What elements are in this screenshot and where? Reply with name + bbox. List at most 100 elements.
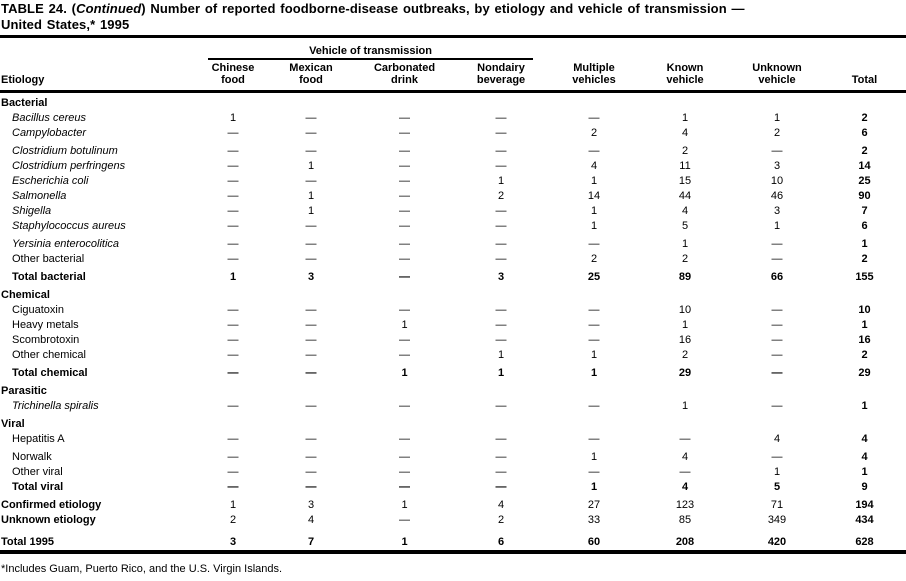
- cell-value: —: [495, 127, 507, 139]
- row-label: Other viral: [12, 466, 63, 478]
- row-label: Ciguatoxin: [12, 304, 64, 316]
- cell-value: —: [399, 190, 410, 202]
- row-label: Scombrotoxin: [12, 334, 80, 346]
- cell-value: 434: [855, 514, 874, 526]
- cell-value: 2: [590, 127, 598, 139]
- cell-value: [639, 92, 731, 112]
- cell-value: 10: [858, 304, 871, 316]
- cell-value: [549, 285, 639, 303]
- bottom-rule: [0, 550, 906, 554]
- column-header-known-vehicle: Known vehicle: [639, 60, 731, 93]
- cell-value: 46: [770, 190, 784, 202]
- column-header-unknown-vehicle: Unknown vehicle: [731, 60, 823, 93]
- row-label: Confirmed etiology: [1, 499, 102, 511]
- cell-value: 1: [229, 112, 237, 124]
- cell-value: [356, 381, 453, 399]
- cell-value: —: [588, 112, 600, 124]
- cell-value: [200, 381, 266, 399]
- cell-value: [356, 92, 453, 112]
- cell-value: —: [305, 304, 317, 316]
- cell-value: —: [399, 334, 410, 346]
- cell-value: 4: [681, 205, 689, 217]
- cell-value: —: [495, 205, 507, 217]
- cell-value: 1: [773, 112, 781, 124]
- cell-value: —: [227, 205, 239, 217]
- cell-value: —: [771, 238, 783, 250]
- cell-value: —: [495, 160, 507, 172]
- cell-value: 60: [587, 536, 601, 548]
- cell-value: 1: [401, 536, 408, 548]
- cell-value: —: [399, 466, 410, 478]
- cell-value: 4: [497, 499, 505, 511]
- cell-value: —: [495, 304, 507, 316]
- cell-value: 16: [858, 334, 871, 346]
- cell-value: [266, 414, 356, 432]
- cell-value: —: [399, 127, 410, 139]
- column-header-nondairy-beverage: Nondairy beverage: [453, 60, 549, 93]
- cell-value: —: [399, 349, 410, 361]
- cell-value: 4: [590, 160, 598, 172]
- row-label: Parasitic: [1, 385, 47, 397]
- cell-value: —: [399, 451, 410, 463]
- cell-value: 628: [855, 536, 874, 548]
- cell-value: 1: [773, 220, 781, 232]
- cell-value: 1: [401, 367, 408, 379]
- cell-value: —: [495, 145, 507, 157]
- cell-value: —: [771, 367, 783, 379]
- cell-value: 3: [497, 271, 505, 283]
- cell-value: —: [399, 238, 410, 250]
- title-continued: Continued: [76, 1, 142, 16]
- table-row: Bacillus cereus 1 — — — — 1 1 2: [0, 111, 906, 126]
- cell-value: 2: [773, 127, 781, 139]
- cell-value: [200, 285, 266, 303]
- table-row: Total 1995 3 7 1 6 60 208 420 628: [0, 528, 906, 550]
- cell-value: 11: [679, 160, 691, 172]
- cell-value: —: [495, 319, 507, 331]
- cell-value: —: [679, 466, 691, 478]
- cell-value: 2: [861, 145, 868, 157]
- cell-value: 4: [681, 451, 689, 463]
- footnote: *Includes Guam, Puerto Rico, and the U.S…: [1, 563, 283, 575]
- cell-value: 10: [678, 304, 692, 316]
- row-label: Total bacterial: [12, 271, 86, 283]
- cell-value: —: [771, 451, 783, 463]
- table-row: Escherichia coli — — — 1 1 15 10 25: [0, 174, 906, 189]
- table-row: Salmonella — 1 — 2 14 44 46 90: [0, 189, 906, 204]
- cell-value: —: [399, 160, 410, 172]
- cell-value: —: [495, 334, 507, 346]
- cell-value: 2: [681, 349, 689, 361]
- cell-value: —: [771, 304, 783, 316]
- table-row: Total chemical — — 1 1 1 29 — 29: [0, 363, 906, 381]
- cell-value: —: [305, 238, 317, 250]
- cell-value: 2: [229, 514, 237, 526]
- cell-value: 66: [770, 271, 784, 283]
- cell-value: —: [305, 220, 317, 232]
- cell-value: —: [227, 481, 239, 493]
- table-row: Clostridium perfringens — 1 — — 4 11 3 14: [0, 159, 906, 174]
- cell-value: —: [305, 433, 317, 445]
- cell-value: —: [227, 238, 239, 250]
- cell-value: —: [771, 400, 783, 412]
- vehicle-of-transmission-label: Vehicle of transmission: [309, 45, 432, 57]
- cell-value: —: [399, 514, 410, 526]
- cell-value: [453, 414, 549, 432]
- cell-value: 1: [229, 499, 237, 511]
- cell-value: —: [771, 253, 783, 265]
- cell-value: 4: [681, 127, 689, 139]
- cell-value: 1: [229, 271, 237, 283]
- cell-value: [453, 381, 549, 399]
- cell-value: [266, 285, 356, 303]
- cell-value: [200, 92, 266, 112]
- table-row: Other viral — — — — — — 1 1: [0, 465, 906, 480]
- cell-value: [731, 285, 823, 303]
- cell-value: [731, 381, 823, 399]
- cell-value: 1: [861, 400, 868, 412]
- cell-value: [356, 414, 453, 432]
- table-row: Campylobacter — — — — 2 4 2 6: [0, 126, 906, 141]
- cell-value: 2: [861, 349, 868, 361]
- spanner-blank-left: [0, 45, 200, 60]
- cell-value: 1: [497, 367, 505, 379]
- row-label: Hepatitis A: [12, 433, 65, 445]
- cell-value: —: [227, 334, 239, 346]
- table-row: Scombrotoxin — — — — — 16 — 16: [0, 333, 906, 348]
